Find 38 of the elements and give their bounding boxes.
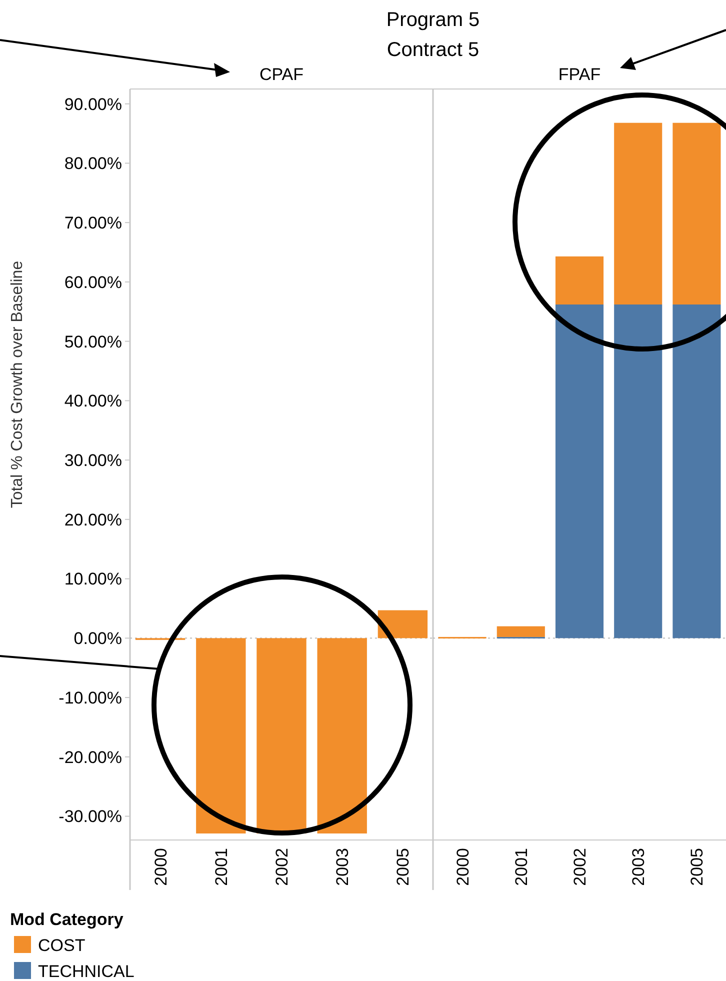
bar — [555, 256, 604, 305]
text: Program 5 — [386, 9, 480, 31]
y-tick-label: -10.00% — [58, 688, 122, 708]
bar — [672, 122, 721, 305]
x-tick-label: 2001 — [512, 848, 531, 886]
y-tick-label: 70.00% — [64, 214, 122, 233]
y-tick-label: 10.00% — [64, 570, 122, 589]
legend-title: Mod Category — [10, 910, 124, 929]
legend-label: TECHNICAL — [38, 962, 134, 981]
y-tick-label: 90.00% — [64, 94, 122, 114]
x-tick-label: 2002 — [272, 848, 292, 886]
chart-title: FPAF — [558, 65, 601, 84]
y-tick-label: 0.00% — [74, 629, 122, 648]
x-tick-label: 2003 — [333, 848, 352, 886]
y-tick-label: 30.00% — [64, 450, 122, 470]
text: Contract 5 — [386, 39, 480, 61]
y-tick-label: 60.00% — [64, 272, 122, 292]
x-tick-label: 2001 — [212, 848, 231, 886]
y-tick-label: -30.00% — [58, 807, 122, 826]
x-tick-label: 2005 — [394, 848, 413, 886]
x-tick-label: 2002 — [570, 848, 590, 886]
chart-title: CPAF — [259, 65, 304, 84]
y-tick-label: 40.00% — [64, 392, 122, 411]
y-tick-label: 20.00% — [64, 510, 122, 530]
y-tick-label: 50.00% — [64, 332, 122, 352]
bar — [555, 304, 604, 638]
y-tick-label: -20.00% — [58, 748, 122, 767]
legend-label: COST — [38, 936, 86, 955]
y-tick-label: 80.00% — [64, 154, 122, 174]
bar — [672, 304, 721, 638]
bar — [614, 122, 662, 305]
x-tick-label: 2005 — [688, 848, 707, 886]
bar — [614, 304, 662, 638]
x-tick-label: 2000 — [453, 848, 472, 886]
y-axis-title: Total % Cost Growth over Baseline — [9, 260, 26, 508]
x-tick-label: 2000 — [151, 848, 170, 886]
x-tick-label: 2003 — [629, 848, 648, 886]
bar — [496, 626, 545, 637]
